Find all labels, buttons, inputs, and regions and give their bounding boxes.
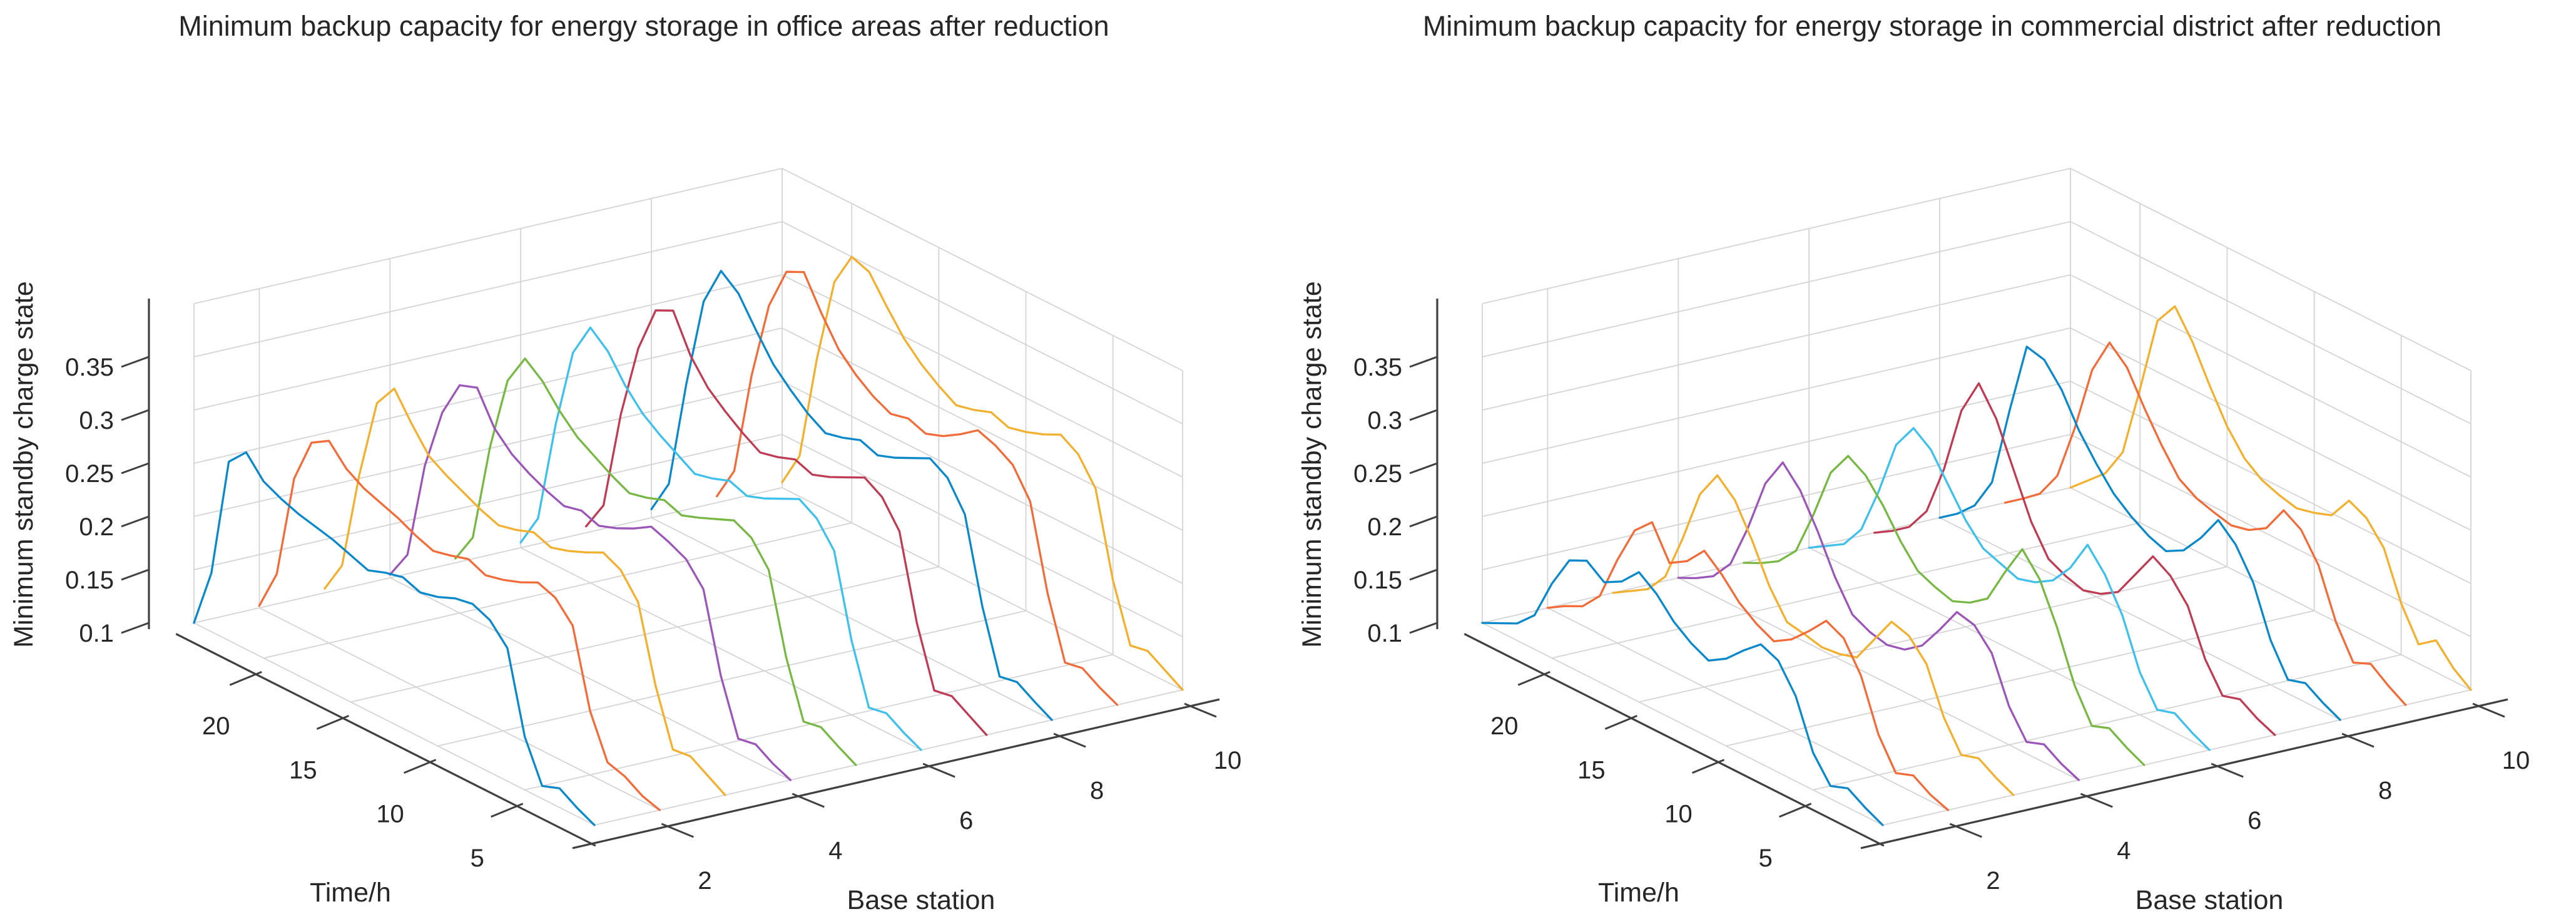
base-station-tick-label: 8: [2378, 777, 2392, 804]
page-title: Minimum backup capacity for energy stora…: [1422, 10, 2442, 42]
z-tick-label: 0.15: [65, 567, 114, 594]
office-areas-3d-chart: 5 10 15 20 2 4 6 8 10 0.1 0.15 0.2 0.25 0.3 0.35 Time/h…: [9, 168, 1242, 915]
x-axis-label: Time/h: [1598, 878, 1679, 908]
grid-lines: [1482, 168, 2472, 826]
base-station-tick-label: 6: [2248, 807, 2261, 834]
series-line-base-station-2: [258, 439, 661, 811]
z-tick-label: 0.15: [1353, 567, 1402, 594]
z-tick-label: 0.1: [1367, 620, 1402, 647]
time-tick-label: 20: [202, 712, 230, 740]
z-tick-label: 0.2: [79, 513, 114, 541]
series-line-base-station-8: [1938, 346, 2341, 721]
base-station-tick-label: 8: [1090, 777, 1104, 804]
series-line-base-station-1: [1481, 559, 1884, 826]
time-tick-label: 5: [1759, 845, 1773, 872]
series-line-base-station-3: [1612, 474, 2015, 796]
time-tick-label: 5: [471, 845, 484, 872]
base-station-tick-label: 4: [2117, 837, 2131, 865]
time-axis-line: [1464, 633, 1885, 847]
base-station-tick-label: 6: [959, 807, 973, 834]
z-tick-label: 0.35: [65, 354, 114, 381]
z-axis-label: Minimum standby charge state: [9, 281, 39, 648]
z-tick-label: 0.25: [65, 460, 114, 488]
z-tick-label: 0.35: [1353, 354, 1402, 381]
base-station-axis-line: [1860, 698, 2508, 850]
series-line-base-station-6: [1808, 427, 2211, 751]
grid-lines: [193, 168, 1183, 826]
series-line-base-station-4: [389, 384, 792, 781]
z-tick-label: 0.2: [1367, 513, 1402, 541]
z-tick-label: 0.1: [79, 620, 114, 647]
office-areas-plot-panel: Minimum backup capacity for energy stora…: [9, 10, 1242, 915]
page-title: Minimum backup capacity for energy stora…: [178, 10, 1109, 42]
series-line-base-station-7: [1873, 382, 2276, 736]
base-station-tick-label: 2: [698, 867, 711, 895]
series-line-base-station-9: [2003, 341, 2407, 706]
z-tick-label: 0.3: [79, 407, 114, 434]
series-line-base-station-5: [1743, 454, 2146, 766]
z-axis-label: Minimum standby charge state: [1297, 281, 1327, 648]
base-station-axis-line: [572, 698, 1220, 850]
time-tick-label: 20: [1490, 712, 1519, 740]
axis-tick-marks: [121, 356, 1217, 838]
y-axis-label: Base station: [2136, 885, 2284, 915]
time-axis-line: [175, 633, 596, 847]
commercial-district-plot-panel: Minimum backup capacity for energy stora…: [1288, 0, 2576, 919]
base-station-tick-label: 10: [1214, 747, 1242, 774]
axis-tick-marks: [1409, 356, 2505, 838]
series-line-base-station-1: [193, 451, 596, 826]
series-line-base-station-3: [323, 388, 726, 796]
series-line-base-station-5: [454, 357, 857, 766]
series-line-base-station-6: [519, 326, 922, 751]
commercial-district-3d-chart: 5 10 15 20 2 4 6 8 10 0.1 0.15 0.2 0.25 0.3 0.35 Time/h…: [1297, 168, 2530, 915]
base-station-tick-label: 4: [828, 837, 842, 865]
series-line-base-station-8: [650, 270, 1053, 721]
time-tick-label: 10: [376, 801, 404, 828]
series-line-base-station-10: [2069, 305, 2472, 691]
time-tick-label: 15: [1577, 756, 1606, 784]
series-line-base-station-9: [715, 270, 1119, 706]
series-line-base-station-7: [585, 309, 988, 736]
x-axis-label: Time/h: [310, 878, 391, 908]
y-axis-label: Base station: [847, 885, 995, 915]
time-tick-label: 10: [1664, 801, 1693, 828]
series-line-base-station-4: [1677, 461, 2080, 781]
series-line-base-station-10: [781, 255, 1184, 691]
time-tick-label: 15: [289, 756, 317, 784]
z-tick-label: 0.25: [1353, 460, 1402, 488]
series-line-base-station-2: [1546, 521, 1950, 811]
base-station-tick-label: 2: [1986, 867, 2000, 895]
base-station-tick-label: 10: [2502, 747, 2530, 774]
z-tick-label: 0.3: [1367, 407, 1402, 434]
